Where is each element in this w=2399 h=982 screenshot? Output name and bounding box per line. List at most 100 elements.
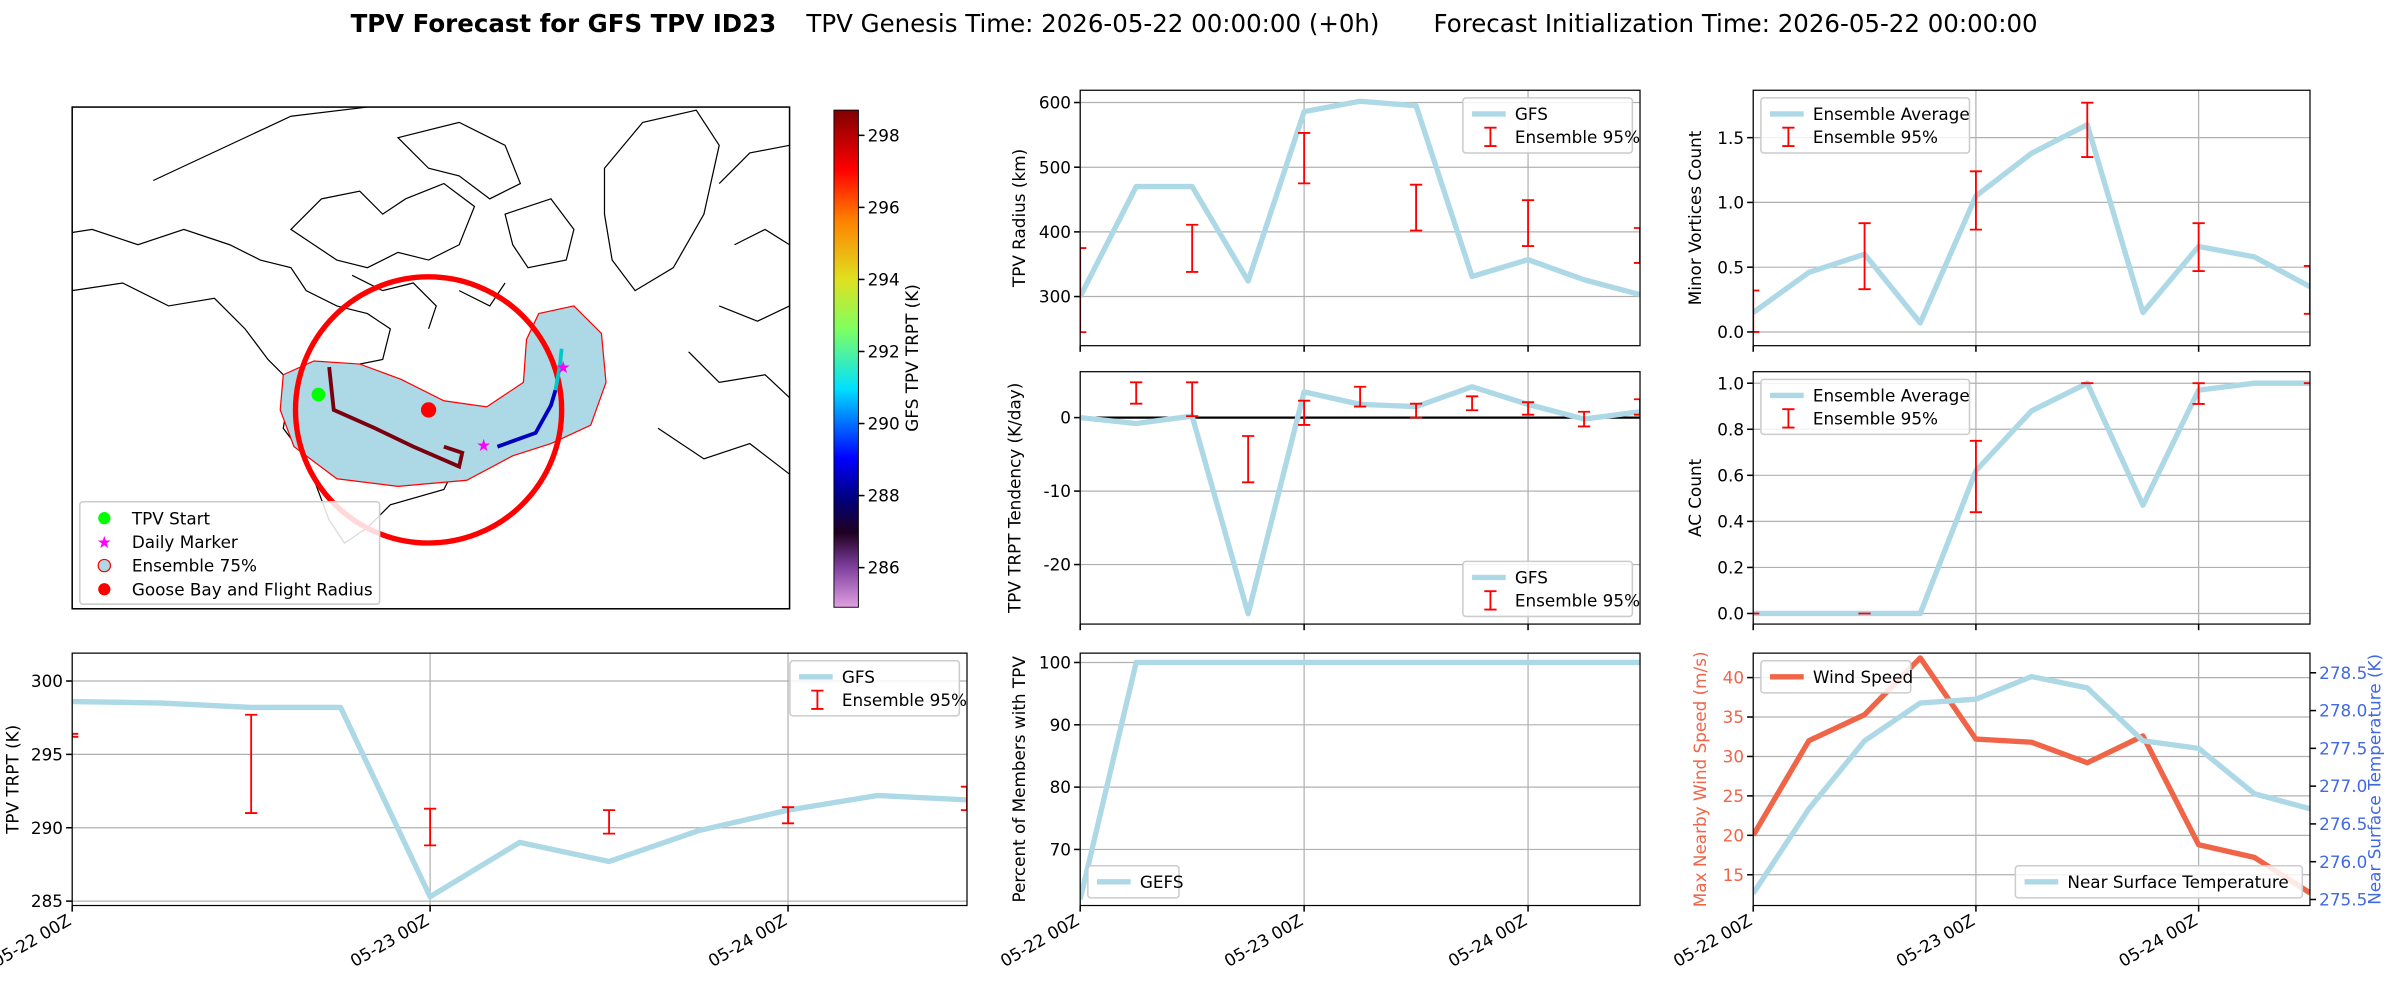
goose-bay	[420, 402, 437, 418]
genesis-time: TPV Genesis Time: 2026-05-22 00:00:00 (+…	[805, 9, 1379, 38]
x-tick-label: 05-22 00Z	[0, 910, 74, 971]
x-tick-label: 05-23 00Z	[1221, 910, 1306, 971]
y2-axis-label: Near Surface Temperature (K)	[2364, 654, 2384, 905]
error-bar	[1080, 247, 1087, 334]
coastline	[657, 144, 790, 475]
legend-label: GEFS	[1140, 872, 1184, 892]
y-tick-label: 1.0	[1717, 193, 1744, 213]
x-tick-label: 05-24 00Z	[705, 910, 790, 971]
y-axis-label: TPV TRPT (K)	[3, 725, 23, 835]
y-tick-label: 285	[31, 891, 63, 911]
y2-tick-label: 277.5	[2319, 738, 2367, 758]
colorbar-tick-label: 294	[868, 270, 900, 290]
y-tick-label: 400	[1039, 222, 1071, 242]
map-overlay: 286 288 290 292 294 296 298 GFS TPV TRPT (K) TPV…	[79, 125, 922, 605]
axes-frame	[1752, 89, 2311, 347]
error-bar	[1409, 183, 1423, 232]
y-tick-label: 35	[1723, 707, 1744, 727]
y-tick-label: 80	[1050, 777, 1071, 797]
y-tick-label: 0.0	[1717, 604, 1744, 624]
plot-area	[1080, 659, 1641, 900]
coastline	[603, 109, 720, 292]
axes-frame	[71, 652, 968, 907]
legend-label: Near Surface Temperature	[2067, 872, 2288, 892]
error-bar	[960, 785, 968, 812]
error-bar	[1298, 132, 1311, 185]
y-axis-label: TPV Radius (km)	[1009, 149, 1029, 288]
y-axis-label: Max Nearby Wind Speed (m/s)	[1690, 651, 1710, 907]
legend-icon	[1484, 590, 1497, 611]
track	[496, 389, 558, 449]
error-bar	[1969, 439, 1983, 514]
plot-area	[1753, 380, 2310, 617]
y-tick-label: 0.0	[1717, 322, 1744, 342]
series-line	[1080, 659, 1641, 900]
legend-box	[1760, 97, 1971, 154]
title: TPV Forecast for GFS TPV ID23	[351, 9, 777, 38]
legend-icon: ★	[97, 532, 112, 552]
panel: 70 80 90 100 05-22 00Z 05-23 00Z 05-24 00Z GEFS…	[997, 652, 1641, 971]
y-tick-label: 300	[31, 671, 63, 691]
error-bar	[1633, 398, 1641, 416]
x-tick-label: 05-23 00Z	[1892, 910, 1977, 971]
series-line	[1753, 122, 2310, 326]
panel: 15 20 25 30 35 40 275.5 276.0 276.5 277.0 277.5 278…	[1670, 651, 2385, 970]
legend-label: Goose Bay and Flight Radius	[132, 579, 373, 599]
colorbar-tick-label: 298	[868, 125, 900, 145]
plot-area	[1753, 655, 2310, 896]
y-axis-label: Percent of Members with TPV	[1009, 656, 1029, 903]
track	[553, 348, 564, 391]
y-tick-label: 15	[1723, 865, 1744, 885]
legend-box	[1087, 864, 1180, 899]
y-tick-label: 100	[1039, 653, 1071, 673]
error-bar	[1242, 435, 1255, 484]
error-bar	[781, 806, 795, 825]
x-tick-label: 05-24 00Z	[1445, 910, 1530, 971]
colorbar	[833, 109, 859, 608]
legend-icon	[98, 583, 111, 596]
axes-background	[1753, 653, 2310, 906]
legend-label: Ensemble 95%	[1813, 408, 1938, 428]
y2-tick-label: 276.0	[2319, 852, 2367, 872]
map-content: ★ ★	[72, 107, 790, 546]
error-bar	[1577, 410, 1591, 428]
ensemble-region	[279, 305, 607, 488]
y-tick-label: 0.8	[1717, 419, 1744, 439]
legend-icon	[1782, 126, 1795, 147]
error-bar	[2192, 382, 2205, 405]
colorbar-tick-label: 290	[868, 414, 900, 434]
colorbar-tick-label: 286	[868, 558, 900, 578]
error-bar	[1186, 223, 1199, 273]
axes-frame	[1079, 89, 1641, 347]
colorbar-tick-label: 296	[868, 198, 900, 218]
panel: 0.0 0.5 1.0 1.5 Ensemble Average Ensemble 95%…	[1685, 89, 2311, 352]
error-bar	[2303, 264, 2310, 315]
x-tick-label: 05-23 00Z	[347, 910, 432, 971]
error-bar	[1633, 227, 1641, 264]
coastline	[504, 198, 575, 269]
y2-tick-label: 276.5	[2319, 814, 2367, 834]
init-time: Forecast Initialization Time: 2026-05-22…	[1434, 9, 2038, 38]
y-tick-label: -20	[1044, 555, 1071, 575]
axes-frame	[1752, 652, 2311, 907]
error-bar	[1298, 399, 1311, 426]
error-bar	[602, 809, 616, 835]
y-tick-label: 25	[1723, 786, 1744, 806]
coastline	[396, 121, 522, 200]
error-bar	[1465, 395, 1479, 412]
legend-label: Ensemble 95%	[1515, 590, 1640, 610]
y-tick-label: 300	[1039, 287, 1071, 307]
y2-tick-label: 278.0	[2319, 701, 2367, 721]
legend-label: GFS	[1515, 104, 1548, 124]
error-bar	[1521, 401, 1535, 416]
legend-label: Ensemble 95%	[1515, 127, 1640, 147]
legend-label: Ensemble Average	[1813, 104, 1970, 124]
map-frame	[71, 106, 791, 610]
legend-label: Ensemble 95%	[1813, 127, 1938, 147]
y-tick-label: 90	[1050, 715, 1071, 735]
error-bar	[245, 713, 258, 814]
legend-icon	[811, 689, 824, 710]
y-tick-label: 30	[1723, 747, 1744, 767]
legend-label: GFS	[842, 667, 875, 687]
